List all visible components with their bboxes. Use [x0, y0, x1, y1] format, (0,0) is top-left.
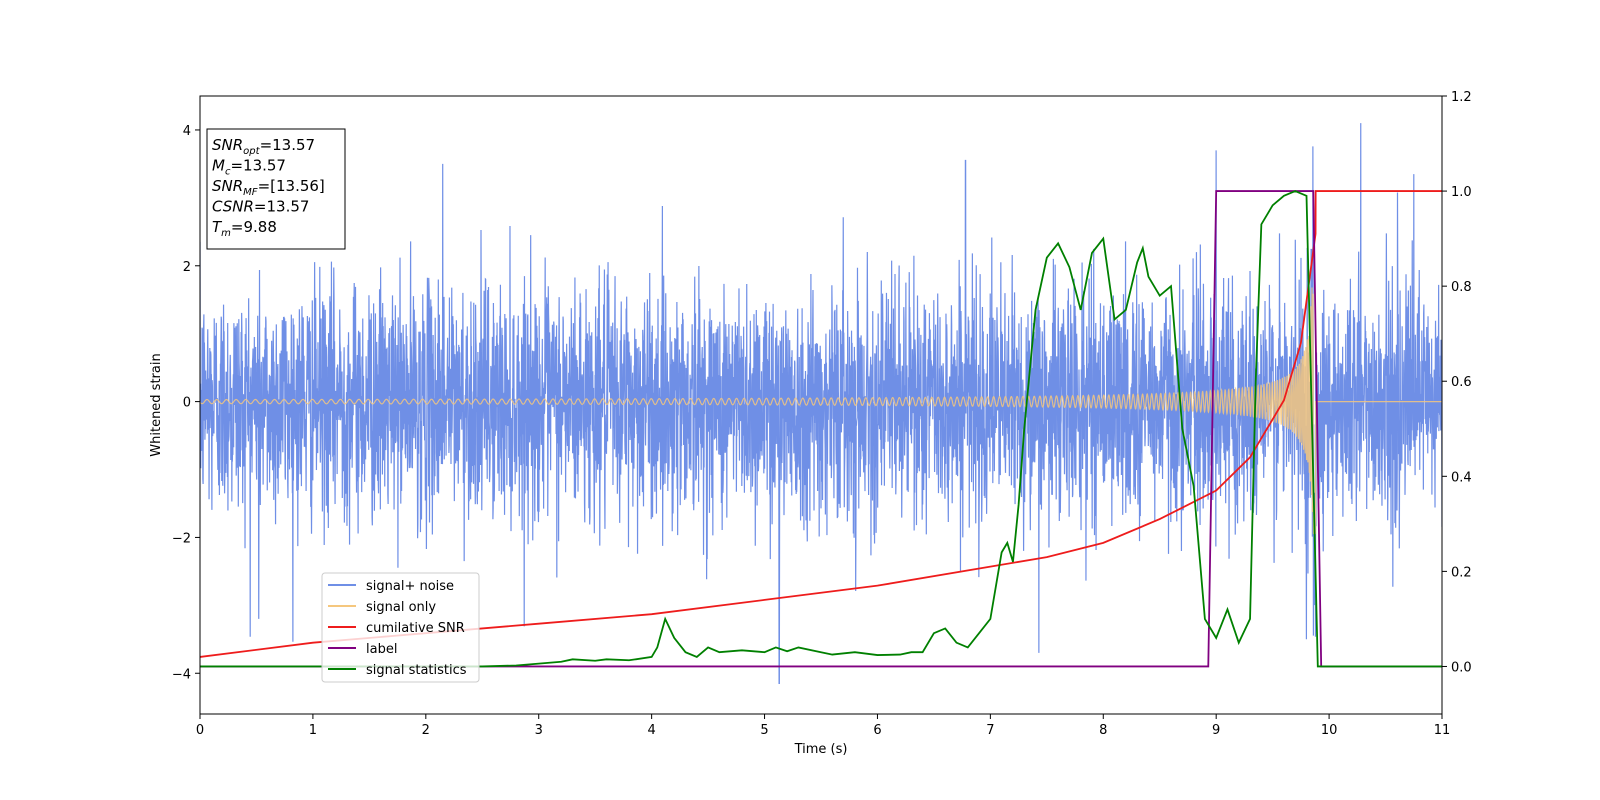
x-tick-label-0: 0 [196, 723, 204, 738]
legend-frame [321, 572, 480, 683]
y-left-tick-label--2: −2 [172, 531, 191, 546]
legend: signal+ noise signal only cumilative SNR la… [321, 572, 480, 683]
y-left-tick-label--4: −4 [172, 667, 191, 682]
info-box: SNRopt=13.57Mc=13.57SNRMF=[13.56]CSNR=13… [206, 128, 346, 250]
x-tick-label-1: 1 [309, 723, 317, 738]
x-axis-label: Time (s) [794, 742, 848, 757]
y-right-tick-label-0.8: 0.8 [1451, 280, 1472, 295]
x-tick-label-6: 6 [873, 723, 881, 738]
info-row-value: =[13.56] [258, 177, 325, 195]
info-row-base: CSNR [212, 198, 254, 216]
y-left-tick-label-2: 2 [183, 260, 191, 275]
info-row-value: =13.57 [230, 157, 286, 175]
series-signal-only [200, 287, 1442, 535]
info-row-base: M [212, 157, 225, 175]
info-row-sub: m [221, 228, 231, 239]
axes-layer: 0 1 2 3 4 5 6 7 8 9 10 11 −4 −2 0 2 4 0.0 0.2 0.4 0.6 0.8 1.0 1… [172, 90, 1472, 738]
info-row-3: CSNR=13.57 [212, 198, 309, 216]
series-signal-statistics [200, 190, 1442, 668]
series-layer [200, 123, 1442, 685]
y-left-tick-label-0: 0 [183, 396, 191, 411]
info-row-value: =13.57 [254, 198, 310, 216]
legend-label-2: cumilative SNR [366, 621, 465, 636]
series-signal-noise [200, 123, 1442, 685]
info-row-2: SNRMF=[13.56] [212, 177, 325, 198]
x-tick-label-3: 3 [535, 723, 543, 738]
info-row-base: SNR [212, 136, 243, 154]
info-row-0: SNRopt=13.57 [212, 136, 315, 157]
info-row-value: =13.57 [260, 136, 316, 154]
series-cumilative-snr [200, 190, 1442, 658]
info-row-value: =9.88 [231, 218, 277, 236]
x-tick-label-4: 4 [647, 723, 655, 738]
x-tick-label-10: 10 [1321, 723, 1338, 738]
info-box-frame [206, 128, 346, 250]
y-right-tick-label-1: 1.0 [1451, 185, 1472, 200]
info-row-1: Mc=13.57 [212, 157, 286, 178]
info-row-sub: MF [243, 187, 258, 198]
x-tick-label-8: 8 [1099, 723, 1107, 738]
x-tick-label-5: 5 [760, 723, 768, 738]
y-axis-label: Whitened strain [149, 353, 164, 456]
plot-frame [199, 95, 1443, 715]
y-right-tick-label-0.2: 0.2 [1451, 565, 1472, 580]
legend-label-0: signal+ noise [366, 579, 454, 594]
info-row-4: Tm=9.88 [212, 218, 277, 239]
legend-label-1: signal only [366, 600, 436, 615]
x-tick-label-7: 7 [986, 723, 994, 738]
x-tick-label-11: 11 [1434, 723, 1451, 738]
info-row-sub: c [225, 167, 231, 178]
info-row-base: T [212, 218, 223, 236]
legend-label-3: label [366, 642, 397, 657]
y-right-tick-label-1.2: 1.2 [1451, 90, 1472, 105]
info-row-sub: opt [243, 146, 260, 157]
y-right-tick-label-0.6: 0.6 [1451, 375, 1472, 390]
y-right-tick-label-0: 0.0 [1451, 660, 1472, 675]
x-tick-label-2: 2 [422, 723, 430, 738]
x-tick-label-9: 9 [1212, 723, 1220, 738]
y-right-tick-label-0.4: 0.4 [1451, 470, 1472, 485]
info-row-base: SNR [212, 177, 243, 195]
y-left-tick-label-4: 4 [183, 124, 191, 139]
legend-label-4: signal statistics [366, 663, 467, 678]
